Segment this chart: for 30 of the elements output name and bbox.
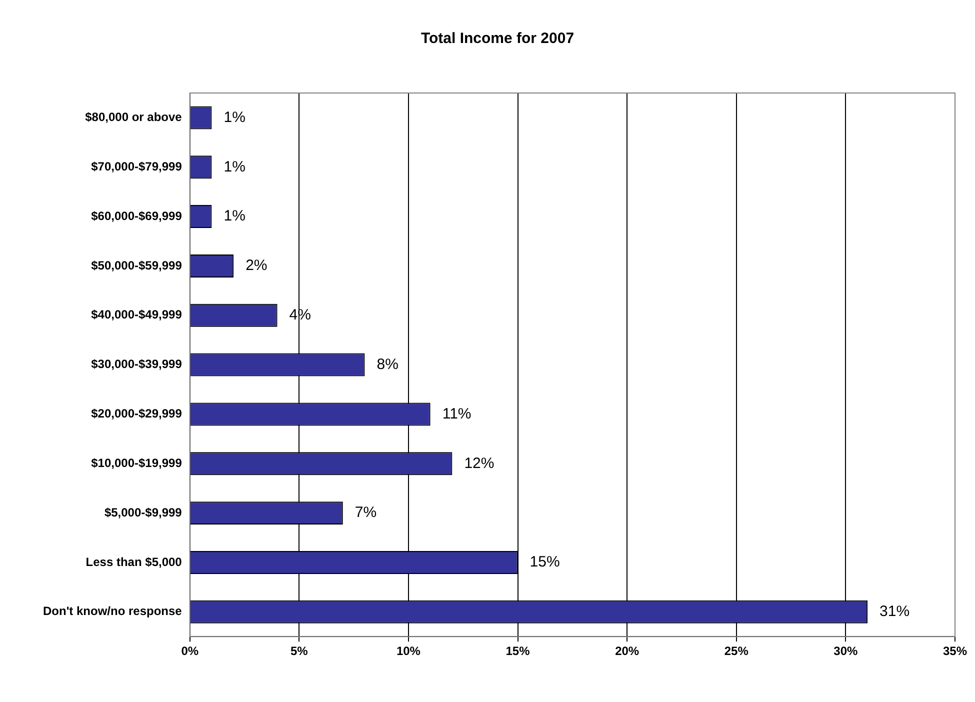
- y-tick-label: $5,000-$9,999: [104, 505, 182, 520]
- x-tick-label: 30%: [834, 644, 858, 658]
- data-label: 15%: [530, 554, 560, 571]
- data-label: 31%: [880, 603, 910, 620]
- y-tick-label: $10,000-$19,999: [91, 456, 182, 470]
- y-tick-label: $80,000 or above: [85, 110, 182, 124]
- x-tick-label: 10%: [396, 644, 421, 658]
- data-label: 1%: [224, 158, 246, 176]
- data-label: 11%: [442, 405, 472, 422]
- data-label: 1%: [224, 208, 246, 225]
- chart-title: Total Income for 2007: [420, 30, 574, 48]
- x-tick-label: 20%: [615, 644, 640, 658]
- data-label: 1%: [224, 108, 246, 126]
- y-tick-label: $60,000-$69,999: [91, 208, 182, 223]
- y-tick-label: Don't know/no response: [42, 604, 182, 618]
- y-tick-label: Less than $5,000: [86, 554, 182, 569]
- data-label: 2%: [246, 257, 268, 274]
- y-tick-label: $20,000-$29,999: [91, 406, 182, 421]
- x-tick-label: 5%: [290, 644, 308, 658]
- data-label: 7%: [354, 504, 377, 522]
- x-tick-label: 0%: [181, 644, 199, 658]
- data-label: 8%: [376, 356, 398, 373]
- y-tick-label: $30,000-$39,999: [91, 357, 182, 372]
- x-tick-label: 35%: [942, 644, 968, 658]
- y-tick-label: $70,000-$79,999: [91, 159, 182, 174]
- y-tick-label: $50,000-$59,999: [91, 258, 182, 272]
- y-tick-label: $40,000-$49,999: [91, 308, 182, 322]
- x-tick-label: 15%: [506, 644, 530, 658]
- x-tick-label: 25%: [724, 644, 749, 658]
- data-label: 12%: [464, 454, 494, 472]
